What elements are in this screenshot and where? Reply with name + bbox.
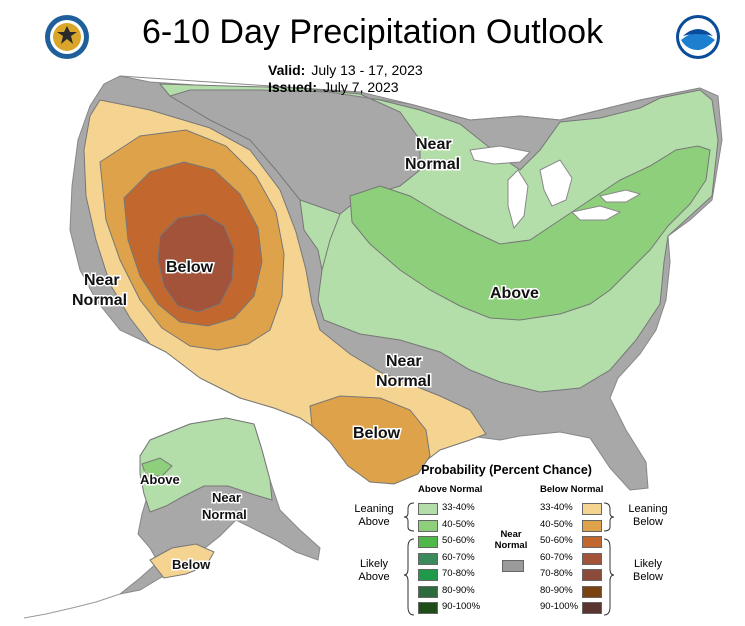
map-label-alaska-near-2: Normal (202, 507, 247, 522)
legend-above-swatch-7 (418, 602, 438, 614)
valid-label: Valid: (268, 62, 306, 78)
map-label-near-normal-west-1: Near (84, 272, 120, 289)
legend-likely-above-line2: Above (358, 571, 390, 583)
legend-above-brackets (403, 502, 415, 616)
map-label-below-west: Below (166, 259, 214, 276)
legend-above-label-3: 50-60% (442, 535, 475, 546)
validity-info: Valid: July 13 - 17, 2023 Issued: July 7, … (268, 62, 423, 96)
legend-above-swatch-1 (418, 503, 438, 515)
canada-border (119, 75, 701, 121)
legend-likely-above-label: Likely Above (344, 558, 404, 584)
department-of-commerce-seal-icon (45, 15, 89, 59)
legend-below-label-4: 60-70% (540, 551, 573, 563)
legend-below-swatch-2 (582, 519, 602, 532)
below-60-west-region (157, 213, 235, 313)
legend-below-header: Below Normal (540, 484, 604, 495)
legend-below-swatch-7 (582, 602, 602, 614)
legend-leaning-above-line2: Above (358, 516, 390, 528)
legend-leaning-above-label: Leaning Above (344, 503, 404, 529)
map-label-above-east: Above (490, 285, 539, 302)
legend-above-swatch-3 (418, 536, 438, 548)
legend-above-label-6: 80-90% (442, 584, 475, 596)
above-40-region (349, 145, 711, 321)
legend-below-swatch-5 (582, 569, 602, 581)
legend-leaning-below-line2: Below (633, 516, 663, 528)
legend-leaning-above-line1: Leaning (354, 503, 394, 515)
valid-value: July 13 - 17, 2023 (311, 62, 423, 78)
map-label-near-normal-south-2: Normal (376, 373, 431, 390)
legend-below-swatch-6 (582, 585, 602, 598)
map-label-near-normal-south-1: Near (386, 353, 422, 370)
legend-above-label-4: 60-70% (442, 551, 475, 563)
legend-near-line2: Normal (494, 540, 528, 551)
legend-below-label-2: 40-50% (540, 518, 573, 530)
legend-above-label-1: 33-40% (442, 502, 475, 513)
great-lakes (469, 145, 642, 230)
legend-likely-below-line2: Below (633, 571, 663, 583)
issued-value: July 7, 2023 (323, 79, 399, 95)
legend-above-label-2: 40-50% (442, 518, 475, 530)
legend: Probability (Percent Chance) Above Norma… (334, 463, 679, 623)
alaska-above-region (139, 417, 273, 513)
legend-above-label-7: 90-100% (442, 601, 481, 612)
issued-label: Issued: (268, 79, 318, 95)
map-label-alaska-near-1: Near (212, 490, 241, 505)
below-40-texas-region (309, 395, 431, 485)
legend-likely-below-label: Likely Below (618, 558, 678, 584)
map-label-alaska-above: Above (140, 472, 180, 487)
issued-row: Issued: July 7, 2023 (268, 79, 423, 96)
legend-above-swatch-6 (418, 585, 438, 598)
map-label-near-normal-west-2: Normal (72, 292, 127, 309)
legend-below-label-3: 50-60% (540, 535, 573, 546)
valid-row: Valid: July 13 - 17, 2023 (268, 62, 423, 79)
page-title: 6-10 Day Precipitation Outlook (141, 13, 604, 51)
legend-below-brackets (603, 502, 615, 616)
legend-below-label-1: 33-40% (540, 502, 573, 513)
legend-below-label-7: 90-100% (540, 601, 579, 612)
legend-below-label-5: 70-80% (540, 568, 573, 579)
legend-title: Probability (Percent Chance) (421, 463, 592, 477)
map-label-near-normal-north-2: Normal (405, 156, 460, 173)
legend-above-header: Above Normal (418, 484, 483, 495)
legend-likely-below-line1: Likely (633, 558, 663, 570)
legend-below-swatch-1 (582, 503, 602, 515)
noaa-logo-icon (676, 15, 720, 59)
legend-above-label-5: 70-80% (442, 568, 475, 579)
aleutian-islands (23, 593, 121, 619)
legend-below-swatch-3 (582, 536, 602, 548)
legend-near-line1: Near (500, 529, 522, 540)
legend-below-swatch-4 (582, 552, 602, 565)
map-label-alaska-below: Below (172, 557, 211, 572)
alaska-above-40-region (141, 457, 173, 477)
legend-near-normal-header: Near Normal (491, 529, 531, 551)
legend-above-swatch-2 (418, 519, 438, 532)
legend-above-swatch-5 (418, 569, 438, 581)
map-label-near-normal-north-1: Near (416, 136, 452, 153)
legend-below-label-6: 80-90% (540, 584, 573, 596)
legend-leaning-below-line1: Leaning (628, 503, 668, 515)
legend-likely-above-line1: Likely (359, 558, 389, 570)
legend-near-normal-swatch (502, 560, 524, 572)
legend-leaning-below-label: Leaning Below (618, 503, 678, 529)
map-label-below-texas: Below (353, 425, 401, 442)
legend-above-swatch-4 (418, 552, 438, 565)
alaska-below-region (149, 543, 215, 579)
